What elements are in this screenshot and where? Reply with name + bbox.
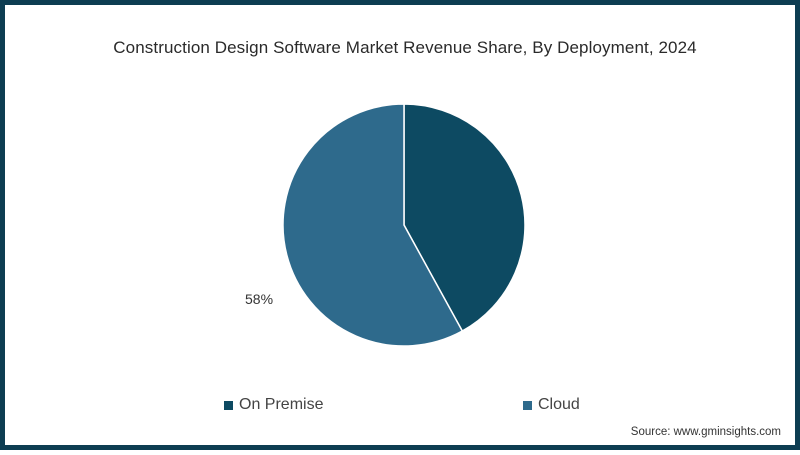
source-credit: Source: www.gminsights.com — [630, 426, 781, 438]
cloud-percentage-label: 58% — [245, 291, 274, 307]
legend-item-cloud: Cloud — [523, 396, 580, 414]
chart-title: Construction Design Software Market Reve… — [113, 38, 697, 57]
pie-slice-cloud — [282, 103, 464, 347]
legend-item-on-premise: On Premise — [224, 396, 323, 414]
legend-label-on-premise: On Premise — [239, 396, 324, 413]
legend-swatch-on-premise — [224, 400, 233, 410]
legend-label-cloud: Cloud — [538, 396, 580, 413]
legend-swatch-cloud — [523, 400, 532, 410]
pie-slice-on-premise — [403, 103, 526, 333]
